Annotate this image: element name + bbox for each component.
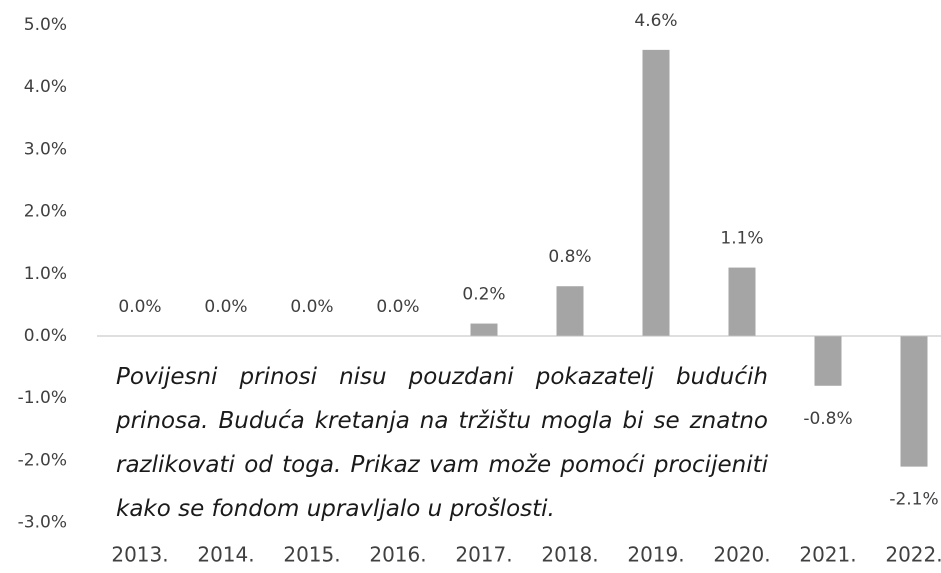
data-label: 0.0% <box>204 297 247 317</box>
annotation: Povijesni prinosi nisu pouzdani pokazate… <box>116 364 768 522</box>
bar <box>470 323 498 336</box>
data-label: 0.2% <box>462 285 505 305</box>
bar <box>814 336 842 386</box>
data-label: 0.0% <box>290 297 333 317</box>
bar <box>642 49 670 336</box>
x-tick-label: 2017. <box>455 543 512 567</box>
y-tick-label: -3.0% <box>18 513 67 533</box>
data-label: 0.8% <box>548 247 591 267</box>
x-tick-label: 2019. <box>627 543 684 567</box>
x-tick-label: 2016. <box>369 543 426 567</box>
x-tick-label: 2015. <box>283 543 340 567</box>
bar <box>900 336 928 467</box>
data-label: -2.1% <box>889 490 938 510</box>
y-tick-label: 0.0% <box>24 326 67 346</box>
y-tick-label: 3.0% <box>24 139 67 159</box>
x-tick-label: 2020. <box>713 543 770 567</box>
data-label: 0.0% <box>376 297 419 317</box>
y-tick-label: 2.0% <box>24 202 67 222</box>
data-label: 1.1% <box>720 229 763 249</box>
y-tick-label: -1.0% <box>18 388 67 408</box>
x-tick-label: 2014. <box>197 543 254 567</box>
y-tick-label: -2.0% <box>18 450 67 470</box>
y-tick-label: 4.0% <box>24 77 67 97</box>
x-tick-label: 2022. <box>885 543 941 567</box>
bar <box>728 267 756 336</box>
bar <box>556 286 584 336</box>
x-tick-label: 2013. <box>111 543 168 567</box>
x-tick-label: 2021. <box>799 543 856 567</box>
data-label: 4.6% <box>634 11 677 31</box>
data-label: -0.8% <box>803 409 852 429</box>
y-tick-label: 1.0% <box>24 264 67 284</box>
data-label: 0.0% <box>118 297 161 317</box>
x-tick-label: 2018. <box>541 543 598 567</box>
y-tick-label: 5.0% <box>24 15 67 35</box>
